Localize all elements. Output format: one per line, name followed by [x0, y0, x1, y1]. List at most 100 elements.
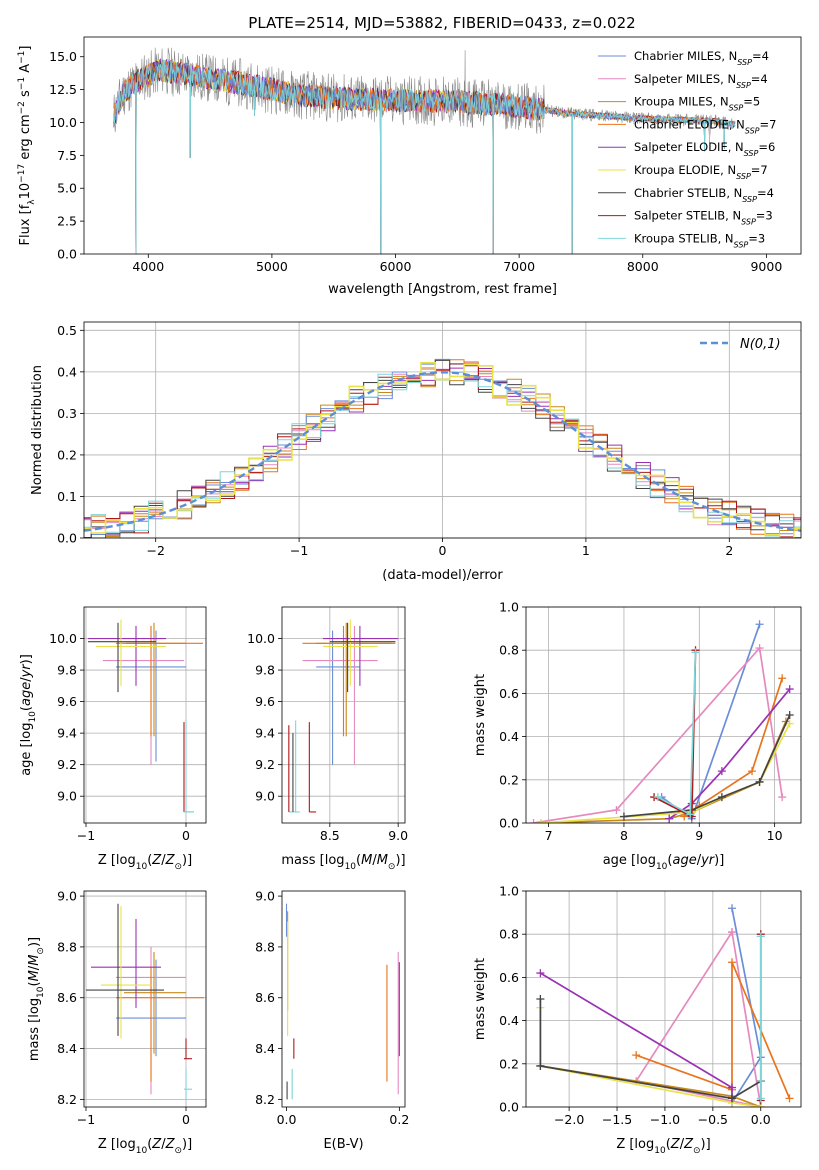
x-tick-label: 5000	[256, 259, 288, 274]
spectrum-panel: 4000 5000 6000 7000 8000 9000 0.0 2.5 5.0 7.5 10.0…	[17, 36, 802, 297]
age-vs-metallicity-panel: −1 09.09.29.49.69.810.0Z [log10(Z/Z⊙)]age…	[19, 606, 207, 872]
label-part: Normed distribution	[30, 365, 45, 495]
x-tick-label: 0.2	[389, 1112, 409, 1127]
label-part: mass [log	[27, 998, 42, 1061]
mass-weight-line	[539, 999, 762, 1100]
label-part: (	[27, 981, 42, 986]
mass-weight-marker	[536, 995, 545, 1003]
label-part: wavelength [Angstrom, rest frame]	[328, 282, 557, 297]
y-tick-label: 0.5	[57, 323, 77, 338]
x-tick-label: 7000	[503, 259, 535, 274]
y-tick-label: 0.0	[499, 816, 519, 831]
mass-weight-marker	[755, 620, 764, 629]
label-part: mass weight	[473, 958, 488, 1040]
legend-label-text: Kroupa STELIB, N	[634, 231, 734, 245]
x-axis-label: wavelength [Angstrom, rest frame]	[328, 282, 557, 297]
label-part: Flux [f	[18, 204, 33, 245]
mass-weight-marker	[653, 793, 662, 802]
y-tick-label: 8.2	[57, 1092, 77, 1107]
legend-label: Chabrier ELODIE, NSSP=7	[634, 117, 776, 135]
y-tick-label: 0.0	[57, 247, 77, 262]
label-part: )]	[701, 1137, 711, 1152]
label-part: /	[697, 853, 702, 868]
mass-weight-marker	[536, 969, 545, 978]
mass-weight-line	[634, 931, 762, 1107]
label-part: age [log	[603, 853, 656, 868]
x-axis-label: Z [log10(Z/Z⊙)]	[616, 1137, 710, 1156]
axes-frame	[281, 606, 406, 824]
x-axis-label: Z [log10(Z/Z⊙)]	[98, 1137, 192, 1156]
label-part: M	[27, 970, 42, 981]
label-part: )]	[19, 654, 34, 664]
y-tick-label: 9.8	[57, 663, 77, 678]
legend-label-sub: SSP	[745, 126, 760, 135]
y-tick-label: 9.6	[255, 694, 275, 709]
label-part: yr	[700, 853, 716, 868]
y-axis-label: age [log10(age/yr)]	[19, 654, 38, 776]
legend-label-tail: =4	[752, 49, 769, 63]
x-tick-label: 0.0	[751, 1112, 771, 1127]
label-part: Z	[151, 853, 162, 868]
x-tick-label: 8.5	[320, 828, 340, 843]
mass-weight-marker	[785, 719, 794, 728]
label-part: )]	[182, 853, 192, 868]
axes-frame	[83, 36, 802, 255]
legend-label-sub: SSP	[729, 103, 744, 112]
y-tick-label: 8.6	[57, 990, 77, 1005]
label-part: )]	[182, 1137, 192, 1152]
x-axis-label: (data-model)/error	[382, 568, 503, 583]
model-spectrum-line	[113, 60, 736, 254]
legend-label: Kroupa STELIB, NSSP=3	[634, 231, 765, 249]
label-part: ]	[18, 46, 33, 51]
legend-label-text: Salpeter STELIB, N	[634, 209, 741, 223]
plot-area	[288, 619, 399, 813]
x-tick-label: −1.5	[602, 1112, 632, 1127]
label-part: 10	[136, 862, 148, 872]
label-part: 10	[654, 1146, 666, 1156]
x-tick-label: 9000	[750, 259, 782, 274]
mass-weight-marker	[717, 767, 726, 776]
y-tick-label: 0.6	[499, 970, 519, 985]
y-axis-label: mass weight	[473, 958, 488, 1040]
legend-label-tail: =4	[757, 186, 774, 200]
x-tick-label: 8	[620, 828, 628, 843]
plot-area	[529, 620, 794, 823]
label-part: −1	[17, 51, 27, 64]
plot-area	[88, 619, 203, 813]
label-part: ⊙	[36, 947, 46, 955]
label-part: /	[680, 1137, 685, 1152]
legend-label-tail: =7	[760, 117, 777, 131]
mass-weight-marker	[680, 812, 689, 821]
mass-weight-marker	[755, 777, 764, 786]
label-part: 10	[345, 862, 357, 872]
plot-area	[113, 47, 736, 254]
label-part: ⊙	[174, 862, 182, 872]
y-tick-label: 10.0	[49, 115, 77, 130]
label-part: (data-model)/error	[382, 568, 503, 583]
mass-weight-marker	[612, 806, 621, 815]
y-tick-label: 0.2	[499, 772, 519, 787]
mass-weight-marker	[728, 1083, 737, 1092]
x-tick-label: 0	[182, 1112, 190, 1127]
axes-frame	[525, 890, 802, 1108]
label-part: /	[161, 853, 166, 868]
label-part: )]	[395, 853, 405, 868]
label-part: A	[18, 64, 33, 77]
x-tick-label: 1	[582, 543, 590, 558]
label-part: (	[667, 853, 672, 868]
mass-weight-marker	[728, 1094, 737, 1103]
mass-vs-metallicity-panel: −1 08.28.48.68.89.0Z [log10(Z/Z⊙)]mass [l…	[27, 889, 207, 1156]
legend-label-text: Salpeter ELODIE, N	[634, 140, 744, 154]
label-part: erg cm	[18, 114, 33, 163]
x-tick-label: 9	[695, 828, 703, 843]
y-tick-label: 2.5	[57, 214, 77, 229]
y-tick-label: 9.2	[57, 757, 77, 772]
label-part: E(B-V)	[323, 1137, 363, 1152]
legend-label-text: Chabrier ELODIE, N	[634, 117, 745, 131]
y-axis-label: mass [log10(M/M⊙)]	[27, 937, 46, 1061]
axes-frame	[83, 606, 207, 824]
label-part: Z [log	[98, 853, 136, 868]
x-tick-label: −2.0	[554, 1112, 584, 1127]
plot-area	[536, 904, 794, 1107]
